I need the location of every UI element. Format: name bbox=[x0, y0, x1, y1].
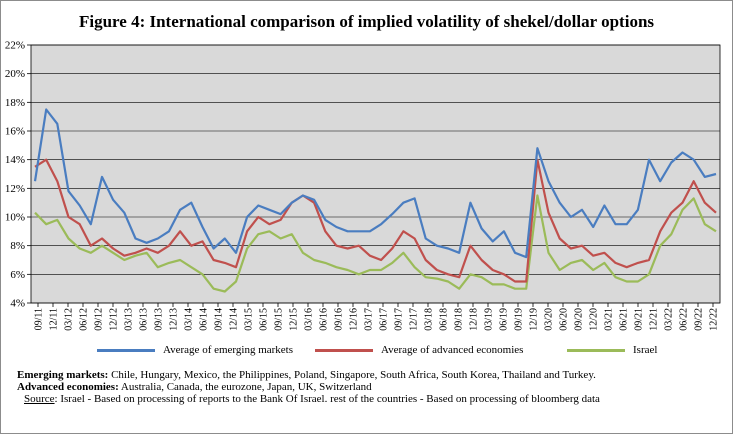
x-tick-label: 06/22 bbox=[679, 308, 690, 331]
x-tick-label: 06/15 bbox=[259, 308, 270, 331]
x-tick-label: 09/19 bbox=[514, 308, 525, 331]
y-tick-label: 22% bbox=[5, 40, 25, 52]
x-tick-label: 09/13 bbox=[154, 308, 165, 331]
x-tick-label: 12/17 bbox=[409, 308, 420, 331]
legend-swatch-israel bbox=[567, 348, 625, 352]
series-line-0 bbox=[33, 108, 717, 259]
x-tick-label: 12/12 bbox=[109, 308, 120, 331]
x-tick-label: 12/15 bbox=[289, 308, 300, 331]
y-tick-label: 16% bbox=[5, 126, 25, 138]
x-tick-label: 03/12 bbox=[64, 308, 75, 331]
x-tick-label: 06/20 bbox=[559, 308, 570, 331]
y-tick-label: 14% bbox=[5, 154, 25, 166]
x-tick-label: 03/19 bbox=[484, 308, 495, 331]
x-tick-label: 12/16 bbox=[349, 308, 360, 331]
y-tick-label: 18% bbox=[5, 97, 25, 109]
series-line-1 bbox=[34, 158, 717, 283]
legend-swatch-advanced bbox=[315, 348, 373, 352]
grid-lines bbox=[27, 44, 720, 304]
x-tick-label: 03/13 bbox=[124, 308, 135, 331]
x-tick-label: 09/21 bbox=[634, 308, 645, 331]
x-tick-label: 06/19 bbox=[499, 308, 510, 331]
x-tick-label: 12/19 bbox=[529, 308, 540, 331]
x-tick-label: 09/18 bbox=[454, 308, 465, 331]
x-tick-label: 06/18 bbox=[439, 308, 450, 331]
x-tick-label: 09/12 bbox=[94, 308, 105, 331]
x-tick-label: 09/16 bbox=[334, 308, 345, 331]
y-tick-label: 8% bbox=[10, 240, 25, 252]
x-tick-label: 03/15 bbox=[244, 308, 255, 331]
x-tick-label: 06/17 bbox=[379, 308, 390, 331]
x-tick-label: 06/13 bbox=[139, 308, 150, 331]
x-tick-label: 06/14 bbox=[199, 308, 210, 331]
y-tick-label: 20% bbox=[5, 68, 25, 80]
x-tick-label: 12/22 bbox=[709, 308, 720, 331]
y-tick-label: 10% bbox=[5, 212, 25, 224]
x-tick-label: 03/14 bbox=[184, 308, 195, 331]
legend-label-advanced: Average of advanced economies bbox=[381, 344, 524, 356]
legend-item-israel: Israel bbox=[567, 344, 657, 356]
x-axis-ticks: 09/11 12/11 03/12 06/12 09/12 12/12 03/13 06/13… bbox=[34, 303, 720, 331]
legend-item-emerging: Average of emerging markets bbox=[97, 344, 293, 356]
footnotes: Emerging markets: Chile, Hungary, Mexico… bbox=[17, 369, 600, 405]
x-tick-label: 03/18 bbox=[424, 308, 435, 331]
series-line-2 bbox=[34, 194, 717, 293]
x-tick-label: 03/20 bbox=[544, 308, 555, 331]
y-tick-label: 6% bbox=[10, 269, 25, 281]
legend-label-emerging: Average of emerging markets bbox=[163, 344, 294, 356]
x-tick-label: 06/21 bbox=[619, 308, 630, 331]
x-tick-label: 09/14 bbox=[214, 308, 225, 331]
x-tick-label: 12/14 bbox=[229, 308, 240, 331]
legend-item-advanced: Average of advanced economies bbox=[315, 344, 523, 356]
x-tick-label: 09/11 bbox=[34, 308, 45, 330]
x-tick-label: 09/15 bbox=[274, 308, 285, 331]
legend-swatch-emerging bbox=[97, 348, 155, 352]
x-tick-label: 12/20 bbox=[589, 308, 600, 331]
x-tick-label: 09/17 bbox=[394, 308, 405, 331]
x-tick-label: 09/20 bbox=[574, 308, 585, 331]
x-tick-label: 12/18 bbox=[469, 308, 480, 331]
x-tick-label: 06/16 bbox=[319, 308, 330, 331]
series-lines bbox=[33, 108, 717, 293]
legend-label-israel: Israel bbox=[633, 344, 658, 356]
x-tick-label: 03/16 bbox=[304, 308, 315, 331]
legend: Average of emerging markets Average of a… bbox=[0, 344, 733, 362]
x-tick-label: 12/11 bbox=[49, 308, 60, 330]
x-tick-label: 09/22 bbox=[694, 308, 705, 331]
x-tick-label: 12/13 bbox=[169, 308, 180, 331]
note-emerging: Emerging markets: Chile, Hungary, Mexico… bbox=[17, 369, 596, 381]
x-tick-label: 12/21 bbox=[649, 308, 660, 331]
x-tick-label: 03/22 bbox=[664, 308, 675, 331]
y-axis-ticks: 4% 6% 8% 10% 12% 14% 16% 18% 20% 22% bbox=[5, 40, 25, 310]
y-tick-label: 12% bbox=[5, 183, 25, 195]
note-advanced: Advanced economies: Australia, Canada, t… bbox=[17, 381, 372, 393]
note-source: Source: Israel - Based on processing of … bbox=[24, 393, 600, 405]
x-tick-label: 03/17 bbox=[364, 308, 375, 331]
y-tick-label: 4% bbox=[10, 298, 25, 310]
x-tick-label: 03/21 bbox=[604, 308, 615, 331]
chart-title: Figure 4: International comparison of im… bbox=[78, 12, 655, 31]
x-tick-label: 06/12 bbox=[79, 308, 90, 331]
plot-area bbox=[30, 44, 721, 304]
